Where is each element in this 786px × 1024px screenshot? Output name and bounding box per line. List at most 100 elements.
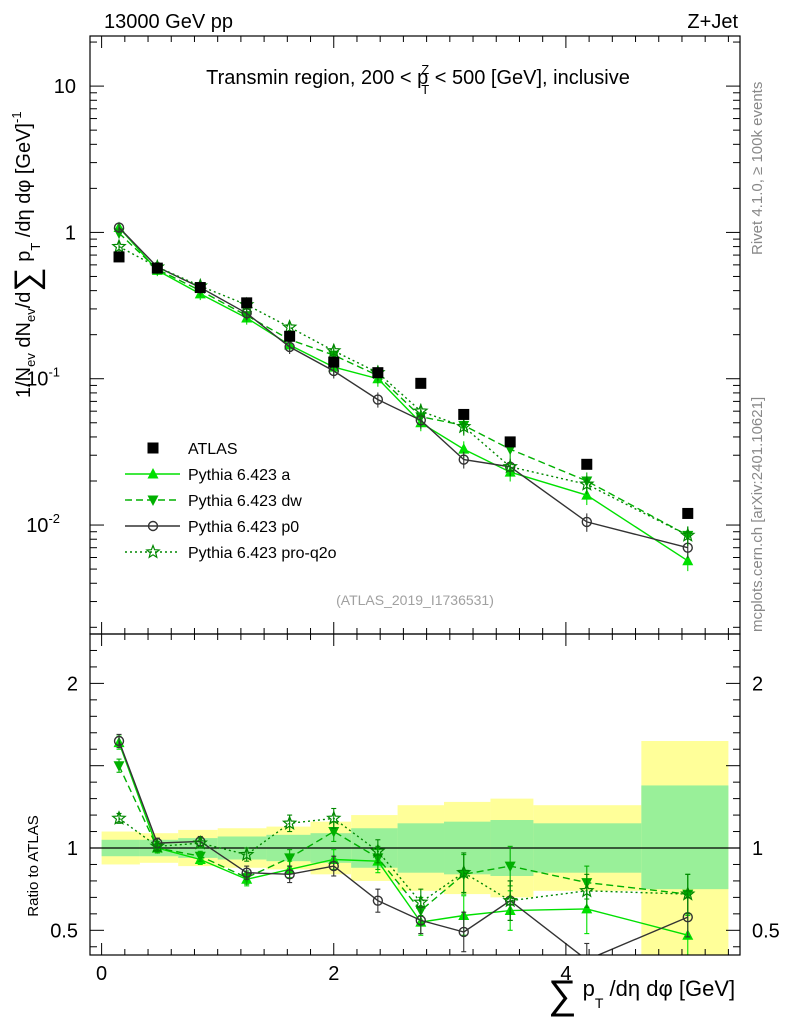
- ratio-marker-p0: [372, 895, 384, 906]
- title-sub: T: [421, 82, 429, 97]
- marker-p0: [113, 222, 125, 233]
- series-line-dw: [118, 232, 689, 537]
- ratio-marker-proq2o: [326, 810, 342, 825]
- marker-p0: [372, 394, 384, 405]
- x-tick-label: 0: [96, 963, 107, 985]
- ratio-marker-p0: [458, 926, 469, 938]
- y-tick-label-main: 1: [65, 222, 76, 244]
- ratio-marker-p0: [113, 735, 125, 747]
- legend-marker: [147, 468, 159, 479]
- marker-atlas: [372, 367, 384, 379]
- marker-a: [458, 443, 470, 454]
- legend-label: Pythia 6.423 a: [188, 467, 290, 484]
- ratio-marker-dw: [194, 851, 206, 863]
- marker-proq2o: [456, 418, 472, 434]
- marker-atlas: [113, 251, 125, 263]
- ratio-marker-proq2o: [238, 846, 255, 862]
- series-line-a: [118, 227, 689, 562]
- marker-proq2o: [111, 238, 127, 254]
- marker-proq2o: [413, 403, 429, 418]
- ratio-marker-proq2o: [502, 892, 519, 908]
- ratio-marker-proq2o: [370, 843, 386, 858]
- series-line-proq2o: [118, 245, 689, 537]
- marker-atlas: [194, 282, 206, 294]
- marker-proq2o: [326, 342, 342, 358]
- title-suffix: < 500 [GeV], inclusive: [429, 67, 630, 89]
- ratio-marker-proq2o: [579, 882, 595, 898]
- y-tick-label-ratio: 1: [67, 838, 78, 860]
- header-energy: 13000 GeV pp: [104, 11, 233, 33]
- ratio-marker-dw: [328, 827, 340, 838]
- ratio-series-group: [111, 733, 696, 955]
- marker-atlas: [151, 262, 163, 274]
- ratio-marker-proq2o: [192, 834, 208, 850]
- y-tick-label-main: 10-2: [26, 511, 60, 537]
- marker-a: [682, 554, 694, 566]
- marker-proq2o: [281, 319, 298, 334]
- ratio-marker-proq2o: [413, 894, 429, 909]
- ratio-marker-proq2o: [111, 810, 127, 825]
- ratio-line-proq2o: [118, 817, 688, 904]
- title-prefix: Transmin region, 200 < p: [206, 67, 428, 89]
- y-tick-label-ratio: 2: [67, 673, 78, 695]
- plot-title: Transmin region, 200 < pZ T < 500 [GeV], …: [206, 62, 630, 97]
- ratio-marker-dw: [284, 853, 296, 864]
- marker-proq2o: [680, 527, 696, 542]
- y-tick-label-ratio-right: 0.5: [752, 920, 780, 942]
- legend: ATLAS Pythia 6.423 a Pythia 6.423 dw Pythia…: [125, 441, 337, 562]
- marker-proq2o: [579, 476, 595, 491]
- y-axis-label-bottom: Ratio to ATLAS: [25, 815, 42, 916]
- marker-atlas: [284, 330, 296, 342]
- ratio-marker-a: [581, 902, 593, 914]
- x-tick-label: 2: [328, 963, 339, 985]
- marker-atlas: [415, 377, 427, 389]
- marker-p0: [458, 454, 469, 465]
- ratio-marker-dw: [113, 761, 125, 772]
- band-inner-bin: [641, 785, 729, 890]
- marker-proq2o: [502, 458, 518, 474]
- legend-marker: [147, 495, 159, 506]
- y-axis-label-top: 1/Nev dNev/d∑ pT /dη dφ [GeV]-1: [8, 111, 46, 398]
- ratio-marker-p0: [585, 954, 589, 955]
- marker-a: [581, 489, 593, 500]
- y-tick-label-main: 10-1: [26, 365, 60, 391]
- legend-label: Pythia 6.423 dw: [188, 493, 302, 510]
- x-tick-label: 4: [560, 963, 571, 985]
- ratio-line-p0: [118, 740, 689, 955]
- marker-p0: [581, 516, 592, 528]
- marker-atlas: [241, 297, 253, 309]
- legend-label: Pythia 6.423 pro-q2o: [188, 545, 337, 562]
- y-tick-label-ratio-right: 1: [752, 838, 763, 860]
- ratio-marker-dw: [504, 861, 516, 873]
- ratio-marker-p0: [284, 869, 295, 880]
- ratio-marker-p0: [241, 867, 252, 878]
- legend-label: Pythia 6.423 p0: [188, 519, 299, 536]
- x-axis-label: ∑ pT /dη dφ [GeV]: [548, 973, 735, 1017]
- ratio-marker-proq2o: [680, 885, 696, 901]
- marker-atlas: [682, 507, 694, 519]
- legend-label: ATLAS: [188, 441, 238, 458]
- main-panel: 10 1 10-1 10-2: [26, 35, 741, 635]
- legend-marker: [147, 442, 159, 454]
- rivet-info: Rivet 4.1.0, ≥ 100k events: [749, 82, 766, 255]
- legend-marker: [145, 543, 161, 559]
- mcplots-info: mcplots.cern.ch [arXiv:2401.10621]: [749, 397, 766, 632]
- ratio-line-dw: [118, 765, 688, 912]
- y-tick-label-ratio: 0.5: [50, 920, 78, 942]
- analysis-id: (ATLAS_2019_I1736531): [336, 592, 494, 608]
- marker-atlas: [581, 458, 593, 470]
- ratio-marker-proq2o: [281, 815, 298, 830]
- ratio-panel: 0 2 4 2 2 1 1 0.5 0.5: [50, 633, 780, 985]
- y-tick-label-main: 10: [54, 76, 76, 98]
- legend-marker: [147, 520, 159, 532]
- y-tick-label-ratio-right: 2: [752, 673, 763, 695]
- marker-p0: [284, 341, 295, 353]
- marker-atlas: [328, 356, 340, 368]
- title-sup: Z: [421, 62, 429, 77]
- series-line-p0: [118, 227, 688, 549]
- marker-atlas: [458, 408, 470, 420]
- ratio-marker-proq2o: [456, 864, 472, 880]
- header-process: Z+Jet: [687, 11, 738, 33]
- marker-atlas: [504, 436, 516, 448]
